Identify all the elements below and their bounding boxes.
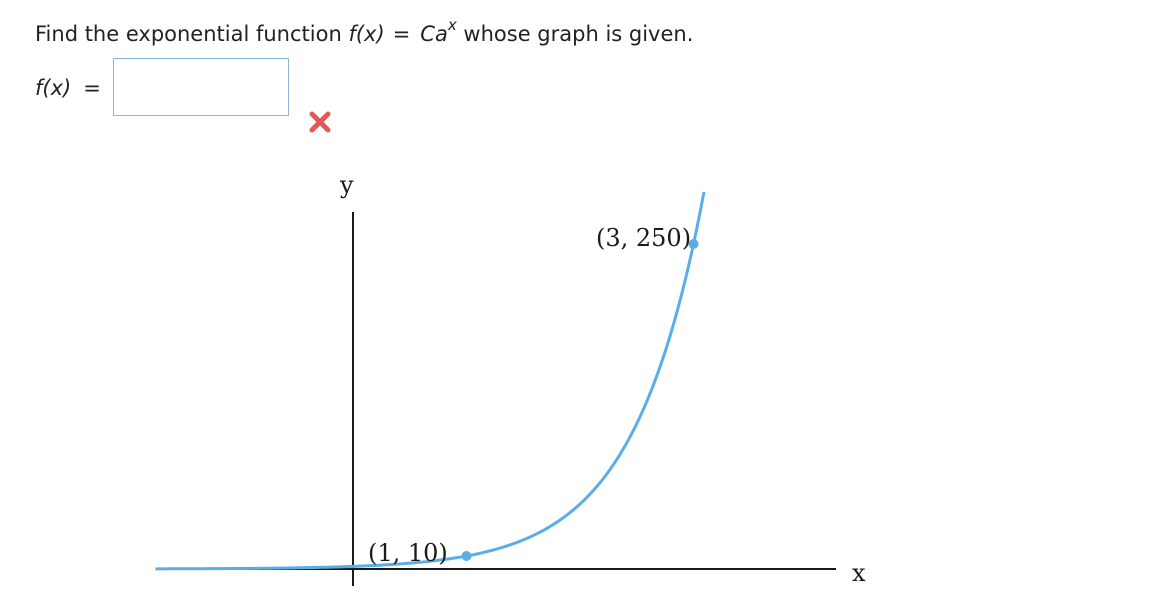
question-text: Find the exponential function f(x) = Cax w… (35, 18, 693, 50)
answer-equals: = (83, 76, 101, 100)
function-curve (155, 191, 706, 571)
y-axis-label: y (339, 171, 354, 199)
question-suffix: whose graph is given. (463, 22, 694, 46)
question-prefix: Find the exponential function (35, 22, 342, 46)
point-marker-1-10 (461, 551, 472, 561)
answer-function-name: f(x) (35, 76, 72, 100)
question-exponent: x (447, 16, 457, 34)
x-mark-icon (309, 111, 331, 133)
point-label-3-250: (3, 250) (596, 224, 691, 252)
point-marker-3-250 (688, 239, 699, 249)
answer-input[interactable] (113, 58, 289, 116)
x-mark-stroke-2 (309, 111, 331, 133)
question-equals: = (392, 22, 411, 46)
point-label-1-10: (1, 10) (368, 539, 448, 567)
question-function-name: f(x) (348, 22, 385, 46)
question-base: Ca (420, 22, 448, 46)
x-axis-label: x (852, 559, 866, 587)
answer-label: f(x) = (35, 74, 101, 102)
